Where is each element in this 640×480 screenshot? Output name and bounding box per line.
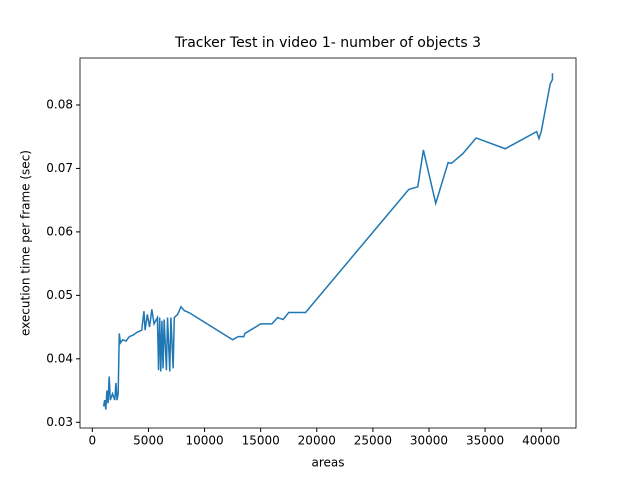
y-tick-label: 0.04 [46, 351, 73, 365]
x-tick-label: 30000 [410, 434, 448, 448]
x-axis-label: areas [311, 456, 344, 470]
x-tick-label: 20000 [298, 434, 336, 448]
y-tick-label: 0.07 [46, 161, 73, 175]
y-tick-label: 0.06 [46, 224, 73, 238]
x-tick-label: 35000 [466, 434, 504, 448]
data-line [102, 73, 554, 410]
y-tick-label: 0.05 [46, 288, 73, 302]
y-axis-label: execution time per frame (sec) [19, 150, 33, 336]
y-tick-label: 0.03 [46, 415, 73, 429]
plot-frame [79, 57, 577, 429]
x-tick-label: 40000 [522, 434, 560, 448]
x-tick-label: 0 [89, 434, 97, 448]
chart-title: Tracker Test in video 1- number of objec… [174, 35, 481, 51]
y-tick-label: 0.08 [46, 97, 73, 111]
x-tick-label: 25000 [354, 434, 392, 448]
x-tick-label: 5000 [133, 434, 164, 448]
x-tick-label: 10000 [185, 434, 223, 448]
x-tick-label: 15000 [242, 434, 280, 448]
